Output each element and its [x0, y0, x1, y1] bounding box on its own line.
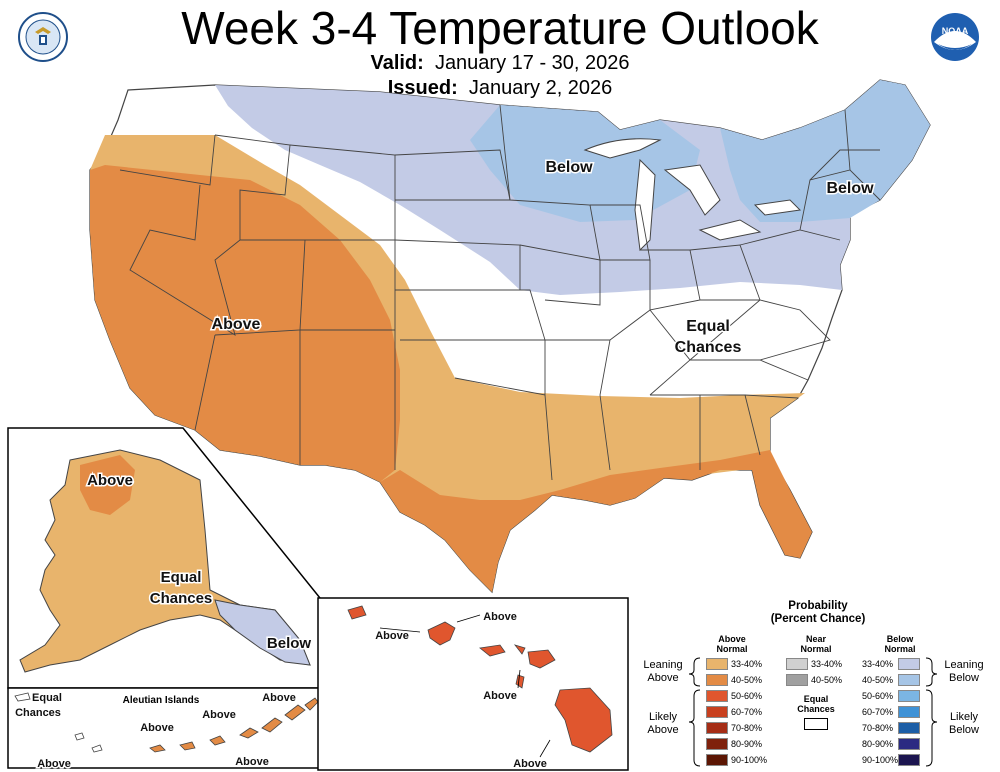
hawaii-inset: Above Above Above Above — [317, 597, 629, 772]
pct-above-6: 80-90% — [731, 739, 763, 749]
conus-above-40-50-gulf — [380, 450, 812, 592]
pct-above-7: 90-100% — [731, 755, 768, 765]
legend-above-header: Above Normal — [716, 634, 748, 654]
conus-below-northeast-label: Below — [826, 180, 874, 197]
svg-text:NOAA: NOAA — [942, 26, 969, 36]
noaa-logo-icon: NOAA — [931, 13, 979, 61]
legend-title: Probability (Percent Chance) — [770, 600, 866, 625]
swatch-below-60-70 — [898, 706, 920, 718]
swatch-above-50-60 — [706, 690, 728, 702]
legend-likely-above: Likely Above — [647, 711, 679, 736]
legend-near-header: Near Normal — [800, 634, 832, 654]
legend-likely-below: Likely Below — [949, 711, 979, 736]
aleutian-above-label-5: Above — [262, 692, 296, 704]
pct-above-3: 50-60% — [731, 691, 763, 701]
hawaii-above-label-1: Above — [375, 630, 409, 642]
aleutian-above-label-2: Above — [140, 722, 174, 734]
conus-equal-label-1: Equal — [686, 318, 730, 335]
swatch-above-90-100 — [706, 754, 728, 766]
pct-near-2: 40-50% — [811, 675, 843, 685]
alaska-inset: Above Equal Chances Below — [7, 427, 321, 689]
legend-equal-label: Equal Chances — [797, 694, 835, 714]
hawaii-above-label-4: Above — [513, 758, 547, 770]
issued-date: Issued: January 2, 2026 — [387, 77, 613, 99]
swatch-above-40-50 — [706, 674, 728, 686]
great-lakes — [583, 138, 802, 252]
pct-below-3: 50-60% — [862, 691, 894, 701]
alaska-equal-label-1: Equal — [161, 569, 202, 586]
alaska-equal-label-2: Chances — [150, 590, 213, 607]
pct-below-1: 33-40% — [862, 659, 894, 669]
hawaii-above-label-2: Above — [483, 611, 517, 623]
swatch-below-50-60 — [898, 690, 920, 702]
pct-near-1: 33-40% — [811, 659, 843, 669]
conus-above-40-50-west — [90, 165, 400, 482]
swatch-below-33-40 — [898, 658, 920, 670]
pct-above-4: 60-70% — [731, 707, 763, 717]
valid-dates: Valid: January 17 - 30, 2026 — [370, 52, 630, 74]
aleutian-title: Aleutian Islands — [123, 695, 200, 706]
swatch-below-80-90 — [898, 738, 920, 750]
hawaii-islands — [347, 605, 613, 753]
pct-below-4: 60-70% — [862, 707, 894, 717]
aleutian-above-label-3: Above — [202, 709, 236, 721]
conus-below-40-50-northeast — [720, 80, 930, 222]
alaska-above-40-50 — [80, 455, 135, 515]
swatch-below-90-100 — [898, 754, 920, 766]
alaska-below-region — [214, 599, 311, 666]
state-borders — [119, 104, 881, 481]
legend-below-header: Below Normal — [884, 634, 916, 654]
legend-brackets — [688, 657, 938, 767]
aleutian-above-label-1: Above — [37, 758, 71, 770]
swatch-below-70-80 — [898, 722, 920, 734]
pct-below-7: 90-100% — [862, 755, 899, 765]
pct-above-1: 33-40% — [731, 659, 763, 669]
aleutian-equal-label-2: Chances — [15, 707, 61, 719]
map-title: Week 3-4 Temperature Outlook — [181, 2, 819, 54]
pct-below-2: 40-50% — [862, 675, 894, 685]
legend-leaning-above: Leaning Above — [643, 659, 683, 684]
conus-above-label: Above — [212, 316, 261, 333]
pct-above-5: 70-80% — [731, 723, 763, 733]
swatch-below-40-50 — [898, 674, 920, 686]
swatch-near-33-40 — [786, 658, 808, 670]
alaska-above-label: Above — [87, 472, 133, 489]
probability-legend: Probability (Percent Chance) Above Normal… — [636, 600, 1000, 772]
hawaii-above-label-3: Above — [483, 690, 517, 702]
pct-below-6: 80-90% — [862, 739, 894, 749]
pct-below-5: 70-80% — [862, 723, 894, 733]
conus-below-north-label: Below — [545, 159, 593, 176]
swatch-above-70-80 — [706, 722, 728, 734]
pct-above-2: 40-50% — [731, 675, 763, 685]
aleutian-inset: Aleutian Islands Equal Chances Above Abo… — [7, 687, 321, 772]
aleutian-equal-label-1: Equal — [32, 692, 62, 704]
swatch-above-80-90 — [706, 738, 728, 750]
aleutian-islands — [149, 697, 319, 753]
swatch-above-33-40 — [706, 658, 728, 670]
swatch-above-60-70 — [706, 706, 728, 718]
alaska-below-label: Below — [267, 635, 312, 652]
legend-leaning-below: Leaning Below — [944, 659, 984, 684]
aleutian-above-label-4: Above — [235, 756, 269, 768]
swatch-equal-chances — [804, 718, 828, 730]
commerce-seal-icon — [18, 12, 68, 62]
conus-equal-label-2: Chances — [675, 339, 742, 356]
swatch-near-40-50 — [786, 674, 808, 686]
